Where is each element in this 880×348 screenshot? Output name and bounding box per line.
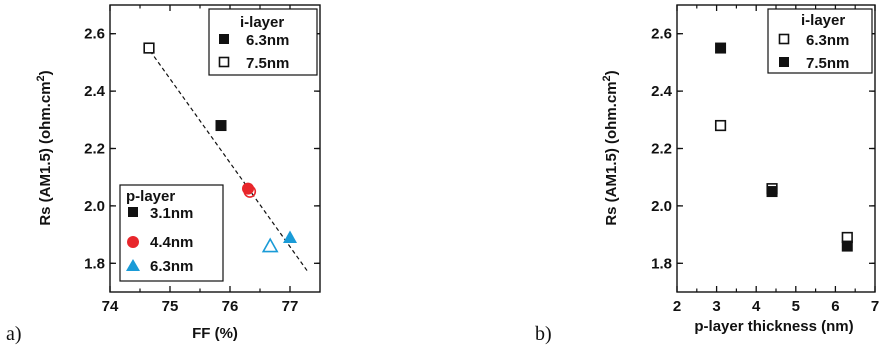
panel-a-legend-i-marker-filled-square: [219, 34, 229, 44]
b-y-tick-label: 2.2: [651, 141, 672, 158]
a-x-tick-label: 77: [282, 298, 299, 315]
panel-a-legend-p-layer: p-layer 3.1nm 4.4nm 6.3nm: [119, 184, 224, 282]
b-x-tick-label: 2: [673, 298, 681, 315]
panel-b-data-points: [714, 42, 853, 252]
a-x-tick-label: 75: [162, 298, 179, 315]
panel-b-legend-i-marker-filled-square: [779, 57, 789, 67]
panel-a-legend-i-layer: i-layer 6.3nm 7.5nm: [208, 8, 318, 76]
panel-a-data-point: [215, 120, 227, 132]
panel-b-x-ticks: 2 3 4 5 6 7: [673, 5, 879, 315]
b-y-tick-label: 1.8: [651, 255, 672, 272]
b-x-tick-label: 6: [831, 298, 839, 315]
panel-a-legend-p-marker-circle: [127, 236, 139, 248]
b-x-tick-label: 4: [752, 298, 761, 315]
a-x-tick-label: 74: [102, 298, 119, 315]
panel-b-data-point: [841, 240, 853, 252]
panel-a-data-point: [243, 185, 257, 198]
panel-a-legend-i-marker-open-square: [218, 56, 230, 68]
panel-a-data-point: [261, 237, 279, 253]
b-y-tick-label: 2.0: [651, 198, 672, 215]
panel-b-legend-i-title: i-layer: [801, 12, 845, 29]
panel-b-data-point: [766, 186, 778, 198]
panel-a-y-ticks: 1.8 2.0 2.2 2.4 2.6: [84, 26, 320, 272]
panel-a-y-axis-title-close: ): [37, 70, 54, 75]
panel-b-data-point: [715, 42, 727, 54]
panel-b-y-axis-title-sup: 2: [601, 75, 613, 81]
panel-a-legend-i-entry-1: 6.3nm: [246, 32, 289, 49]
panel-b-legend-i-layer: i-layer 6.3nm 7.5nm: [767, 8, 873, 74]
a-y-tick-label: 2.6: [84, 26, 105, 43]
panel-a-data-point: [283, 230, 297, 243]
panel-b-label: b): [535, 323, 552, 345]
panel-a-legend-p-title: p-layer: [126, 188, 175, 205]
panel-a: a) 74 75 76 77 1.8 2.0 2.2 2.4 2.6 FF (%) Rs (A…: [6, 4, 321, 345]
panel-a-x-ticks: 74 75 76 77: [102, 5, 299, 315]
panel-b-legend-i-entry-2: 7.5nm: [806, 55, 849, 72]
panel-b-data-point: [714, 119, 727, 132]
panel-a-legend-i-title: i-layer: [240, 14, 284, 31]
a-x-tick-label: 76: [222, 298, 239, 315]
panel-a-y-axis-title-sup: 2: [35, 75, 47, 81]
panel-b-y-axis-title-main: Rs (AM1.5) (ohm.cm: [603, 81, 620, 225]
b-x-tick-label: 5: [792, 298, 800, 315]
panel-a-legend-p-box: [119, 184, 224, 282]
b-x-tick-label: 3: [712, 298, 720, 315]
b-x-tick-label: 7: [871, 298, 879, 315]
panel-a-y-axis-title-main: Rs (AM1.5) (ohm.cm: [37, 81, 54, 225]
panel-a-data-points: [143, 42, 297, 253]
panel-b-legend-i-entry-1: 6.3nm: [806, 32, 849, 49]
a-y-tick-label: 1.8: [84, 255, 105, 272]
a-y-tick-label: 2.0: [84, 198, 105, 215]
panel-b-x-axis-title: p-layer thickness (nm): [694, 318, 853, 335]
panel-b: b) 2 3 4 5 6 7 1.8 2.0 2.2 2.4 2.6 p-layer thickn…: [535, 4, 879, 345]
panel-b-y-axis-title: Rs (AM1.5) (ohm.cm2): [601, 70, 620, 225]
panel-b-legend-i-marker-open-square: [778, 33, 790, 45]
b-y-tick-label: 2.6: [651, 26, 672, 43]
panel-a-label: a): [6, 323, 22, 345]
panel-a-x-axis-title: FF (%): [192, 325, 238, 342]
panel-a-legend-p-marker-square: [128, 207, 138, 217]
panel-a-legend-p-entry-3: 6.3nm: [150, 258, 193, 275]
panel-b-y-ticks: 1.8 2.0 2.2 2.4 2.6: [651, 26, 875, 272]
panel-a-data-point: [143, 42, 155, 54]
a-y-tick-label: 2.4: [84, 83, 106, 100]
panel-a-legend-p-entry-1: 3.1nm: [150, 205, 193, 222]
panel-a-legend-p-entry-2: 4.4nm: [150, 234, 193, 251]
a-y-tick-label: 2.2: [84, 141, 105, 158]
panel-a-fit-line: [145, 44, 309, 273]
panel-b-y-axis-title-close: ): [603, 70, 620, 75]
panel-a-legend-p-marker-triangle: [126, 259, 140, 271]
b-y-tick-label: 2.4: [651, 83, 673, 100]
panel-a-y-axis-title: Rs (AM1.5) (ohm.cm2): [35, 70, 54, 225]
panel-a-legend-i-entry-2: 7.5nm: [246, 55, 289, 72]
